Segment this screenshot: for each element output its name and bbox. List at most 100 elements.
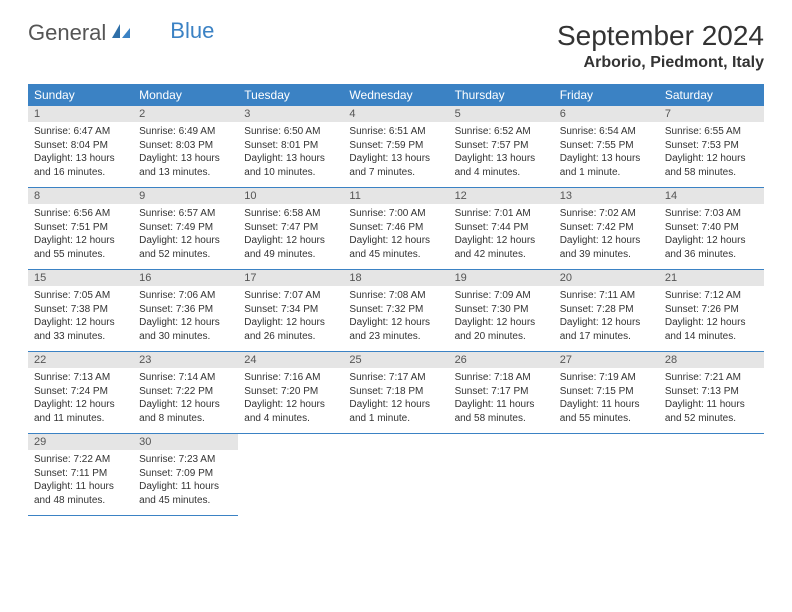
- sunset-text: Sunset: 7:47 PM: [244, 221, 337, 235]
- sunset-text: Sunset: 8:03 PM: [139, 139, 232, 153]
- day-number: 5: [449, 106, 554, 122]
- day-cell: 9Sunrise: 6:57 AMSunset: 7:49 PMDaylight…: [133, 188, 238, 270]
- day-cell: 21Sunrise: 7:12 AMSunset: 7:26 PMDayligh…: [659, 270, 764, 352]
- sunset-text: Sunset: 7:40 PM: [665, 221, 758, 235]
- day-number: 25: [343, 352, 448, 368]
- day-cell: 7Sunrise: 6:55 AMSunset: 7:53 PMDaylight…: [659, 106, 764, 188]
- brand-logo: General Blue: [28, 20, 214, 46]
- day-cell: 25Sunrise: 7:17 AMSunset: 7:18 PMDayligh…: [343, 352, 448, 434]
- sunset-text: Sunset: 7:11 PM: [34, 467, 127, 481]
- day-details: Sunrise: 6:56 AMSunset: 7:51 PMDaylight:…: [28, 204, 133, 269]
- day-cell: 3Sunrise: 6:50 AMSunset: 8:01 PMDaylight…: [238, 106, 343, 188]
- day-cell: [343, 434, 448, 516]
- sunset-text: Sunset: 7:44 PM: [455, 221, 548, 235]
- daylight-text: Daylight: 11 hours and 55 minutes.: [560, 398, 653, 425]
- daylight-text: Daylight: 11 hours and 52 minutes.: [665, 398, 758, 425]
- month-title: September 2024: [557, 20, 764, 52]
- day-cell: 15 Sunrise: 7:05 AMSunset: 7:38 PMDayligh…: [28, 270, 133, 352]
- dayhead-fri: Friday: [554, 84, 659, 106]
- day-details: Sunrise: 7:13 AMSunset: 7:24 PMDaylight:…: [28, 368, 133, 433]
- day-header-row: Sunday Monday Tuesday Wednesday Thursday…: [28, 84, 764, 106]
- daylight-text: Daylight: 12 hours and 42 minutes.: [455, 234, 548, 261]
- daylight-text: Daylight: 12 hours and 33 minutes.: [34, 316, 127, 343]
- sunrise-text: Sunrise: 7:16 AM: [244, 371, 337, 385]
- daylight-text: Daylight: 11 hours and 45 minutes.: [139, 480, 232, 507]
- sunset-text: Sunset: 7:22 PM: [139, 385, 232, 399]
- calendar-body: 1Sunrise: 6:47 AMSunset: 8:04 PMDaylight…: [28, 106, 764, 516]
- daylight-text: Daylight: 11 hours and 58 minutes.: [455, 398, 548, 425]
- day-cell: [659, 434, 764, 516]
- day-number: 9: [133, 188, 238, 204]
- day-number: 22: [28, 352, 133, 368]
- sunrise-text: Sunrise: 6:52 AM: [455, 125, 548, 139]
- week-row: 29Sunrise: 7:22 AMSunset: 7:11 PMDayligh…: [28, 434, 764, 516]
- dayhead-sat: Saturday: [659, 84, 764, 106]
- sunrise-text: Sunrise: 7:17 AM: [349, 371, 442, 385]
- sunset-text: Sunset: 7:13 PM: [665, 385, 758, 399]
- day-cell: 30Sunrise: 7:23 AMSunset: 7:09 PMDayligh…: [133, 434, 238, 516]
- day-details: Sunrise: 6:58 AMSunset: 7:47 PMDaylight:…: [238, 204, 343, 269]
- day-cell: 16Sunrise: 7:06 AMSunset: 7:36 PMDayligh…: [133, 270, 238, 352]
- day-cell: 2Sunrise: 6:49 AMSunset: 8:03 PMDaylight…: [133, 106, 238, 188]
- day-details: Sunrise: 7:22 AMSunset: 7:11 PMDaylight:…: [28, 450, 133, 515]
- sunrise-text: Sunrise: 7:01 AM: [455, 207, 548, 221]
- sunset-text: Sunset: 7:59 PM: [349, 139, 442, 153]
- sunset-text: Sunset: 7:57 PM: [455, 139, 548, 153]
- daylight-text: Daylight: 11 hours and 48 minutes.: [34, 480, 127, 507]
- day-details: Sunrise: 7:16 AMSunset: 7:20 PMDaylight:…: [238, 368, 343, 433]
- sunset-text: Sunset: 7:55 PM: [560, 139, 653, 153]
- day-details: Sunrise: 7:01 AMSunset: 7:44 PMDaylight:…: [449, 204, 554, 269]
- sunrise-text: Sunrise: 6:50 AM: [244, 125, 337, 139]
- sunset-text: Sunset: 7:24 PM: [34, 385, 127, 399]
- daylight-text: Daylight: 12 hours and 30 minutes.: [139, 316, 232, 343]
- day-number: 12: [449, 188, 554, 204]
- sunset-text: Sunset: 7:42 PM: [560, 221, 653, 235]
- day-number: 15: [28, 270, 133, 286]
- sunset-text: Sunset: 7:17 PM: [455, 385, 548, 399]
- day-number: 23: [133, 352, 238, 368]
- day-number: 8: [28, 188, 133, 204]
- daylight-text: Daylight: 13 hours and 16 minutes.: [34, 152, 127, 179]
- sunrise-text: Sunrise: 7:19 AM: [560, 371, 653, 385]
- sunset-text: Sunset: 7:51 PM: [34, 221, 127, 235]
- day-cell: [238, 434, 343, 516]
- day-number: 10: [238, 188, 343, 204]
- day-cell: 23Sunrise: 7:14 AMSunset: 7:22 PMDayligh…: [133, 352, 238, 434]
- day-cell: 22Sunrise: 7:13 AMSunset: 7:24 PMDayligh…: [28, 352, 133, 434]
- day-details: Sunrise: 6:55 AMSunset: 7:53 PMDaylight:…: [659, 122, 764, 187]
- day-details: Sunrise: 6:52 AMSunset: 7:57 PMDaylight:…: [449, 122, 554, 187]
- day-details: Sunrise: 6:47 AMSunset: 8:04 PMDaylight:…: [28, 122, 133, 187]
- sunset-text: Sunset: 7:38 PM: [34, 303, 127, 317]
- daylight-text: Daylight: 13 hours and 10 minutes.: [244, 152, 337, 179]
- day-number: 16: [133, 270, 238, 286]
- dayhead-wed: Wednesday: [343, 84, 448, 106]
- daylight-text: Daylight: 12 hours and 20 minutes.: [455, 316, 548, 343]
- sunset-text: Sunset: 7:26 PM: [665, 303, 758, 317]
- sunset-text: Sunset: 7:15 PM: [560, 385, 653, 399]
- day-number: 3: [238, 106, 343, 122]
- sunset-text: Sunset: 7:28 PM: [560, 303, 653, 317]
- daylight-text: Daylight: 12 hours and 26 minutes.: [244, 316, 337, 343]
- day-cell: 11Sunrise: 7:00 AMSunset: 7:46 PMDayligh…: [343, 188, 448, 270]
- sunrise-text: Sunrise: 7:03 AM: [665, 207, 758, 221]
- day-cell: 6Sunrise: 6:54 AMSunset: 7:55 PMDaylight…: [554, 106, 659, 188]
- day-number: 28: [659, 352, 764, 368]
- daylight-text: Daylight: 12 hours and 55 minutes.: [34, 234, 127, 261]
- day-number: 26: [449, 352, 554, 368]
- sunrise-text: Sunrise: 7:05 AM: [34, 289, 127, 303]
- brand-part1: General: [28, 20, 106, 46]
- sunrise-text: Sunrise: 6:57 AM: [139, 207, 232, 221]
- sunset-text: Sunset: 7:20 PM: [244, 385, 337, 399]
- sunrise-text: Sunrise: 6:51 AM: [349, 125, 442, 139]
- day-number: 27: [554, 352, 659, 368]
- day-cell: 29Sunrise: 7:22 AMSunset: 7:11 PMDayligh…: [28, 434, 133, 516]
- sunrise-text: Sunrise: 6:56 AM: [34, 207, 127, 221]
- day-cell: 5Sunrise: 6:52 AMSunset: 7:57 PMDaylight…: [449, 106, 554, 188]
- daylight-text: Daylight: 12 hours and 52 minutes.: [139, 234, 232, 261]
- day-cell: 1Sunrise: 6:47 AMSunset: 8:04 PMDaylight…: [28, 106, 133, 188]
- sunrise-text: Sunrise: 7:08 AM: [349, 289, 442, 303]
- day-cell: 27 Sunrise: 7:19 AMSunset: 7:15 PMDayligh…: [554, 352, 659, 434]
- daylight-text: Daylight: 12 hours and 58 minutes.: [665, 152, 758, 179]
- day-cell: 10Sunrise: 6:58 AMSunset: 7:47 PMDayligh…: [238, 188, 343, 270]
- daylight-text: Daylight: 12 hours and 23 minutes.: [349, 316, 442, 343]
